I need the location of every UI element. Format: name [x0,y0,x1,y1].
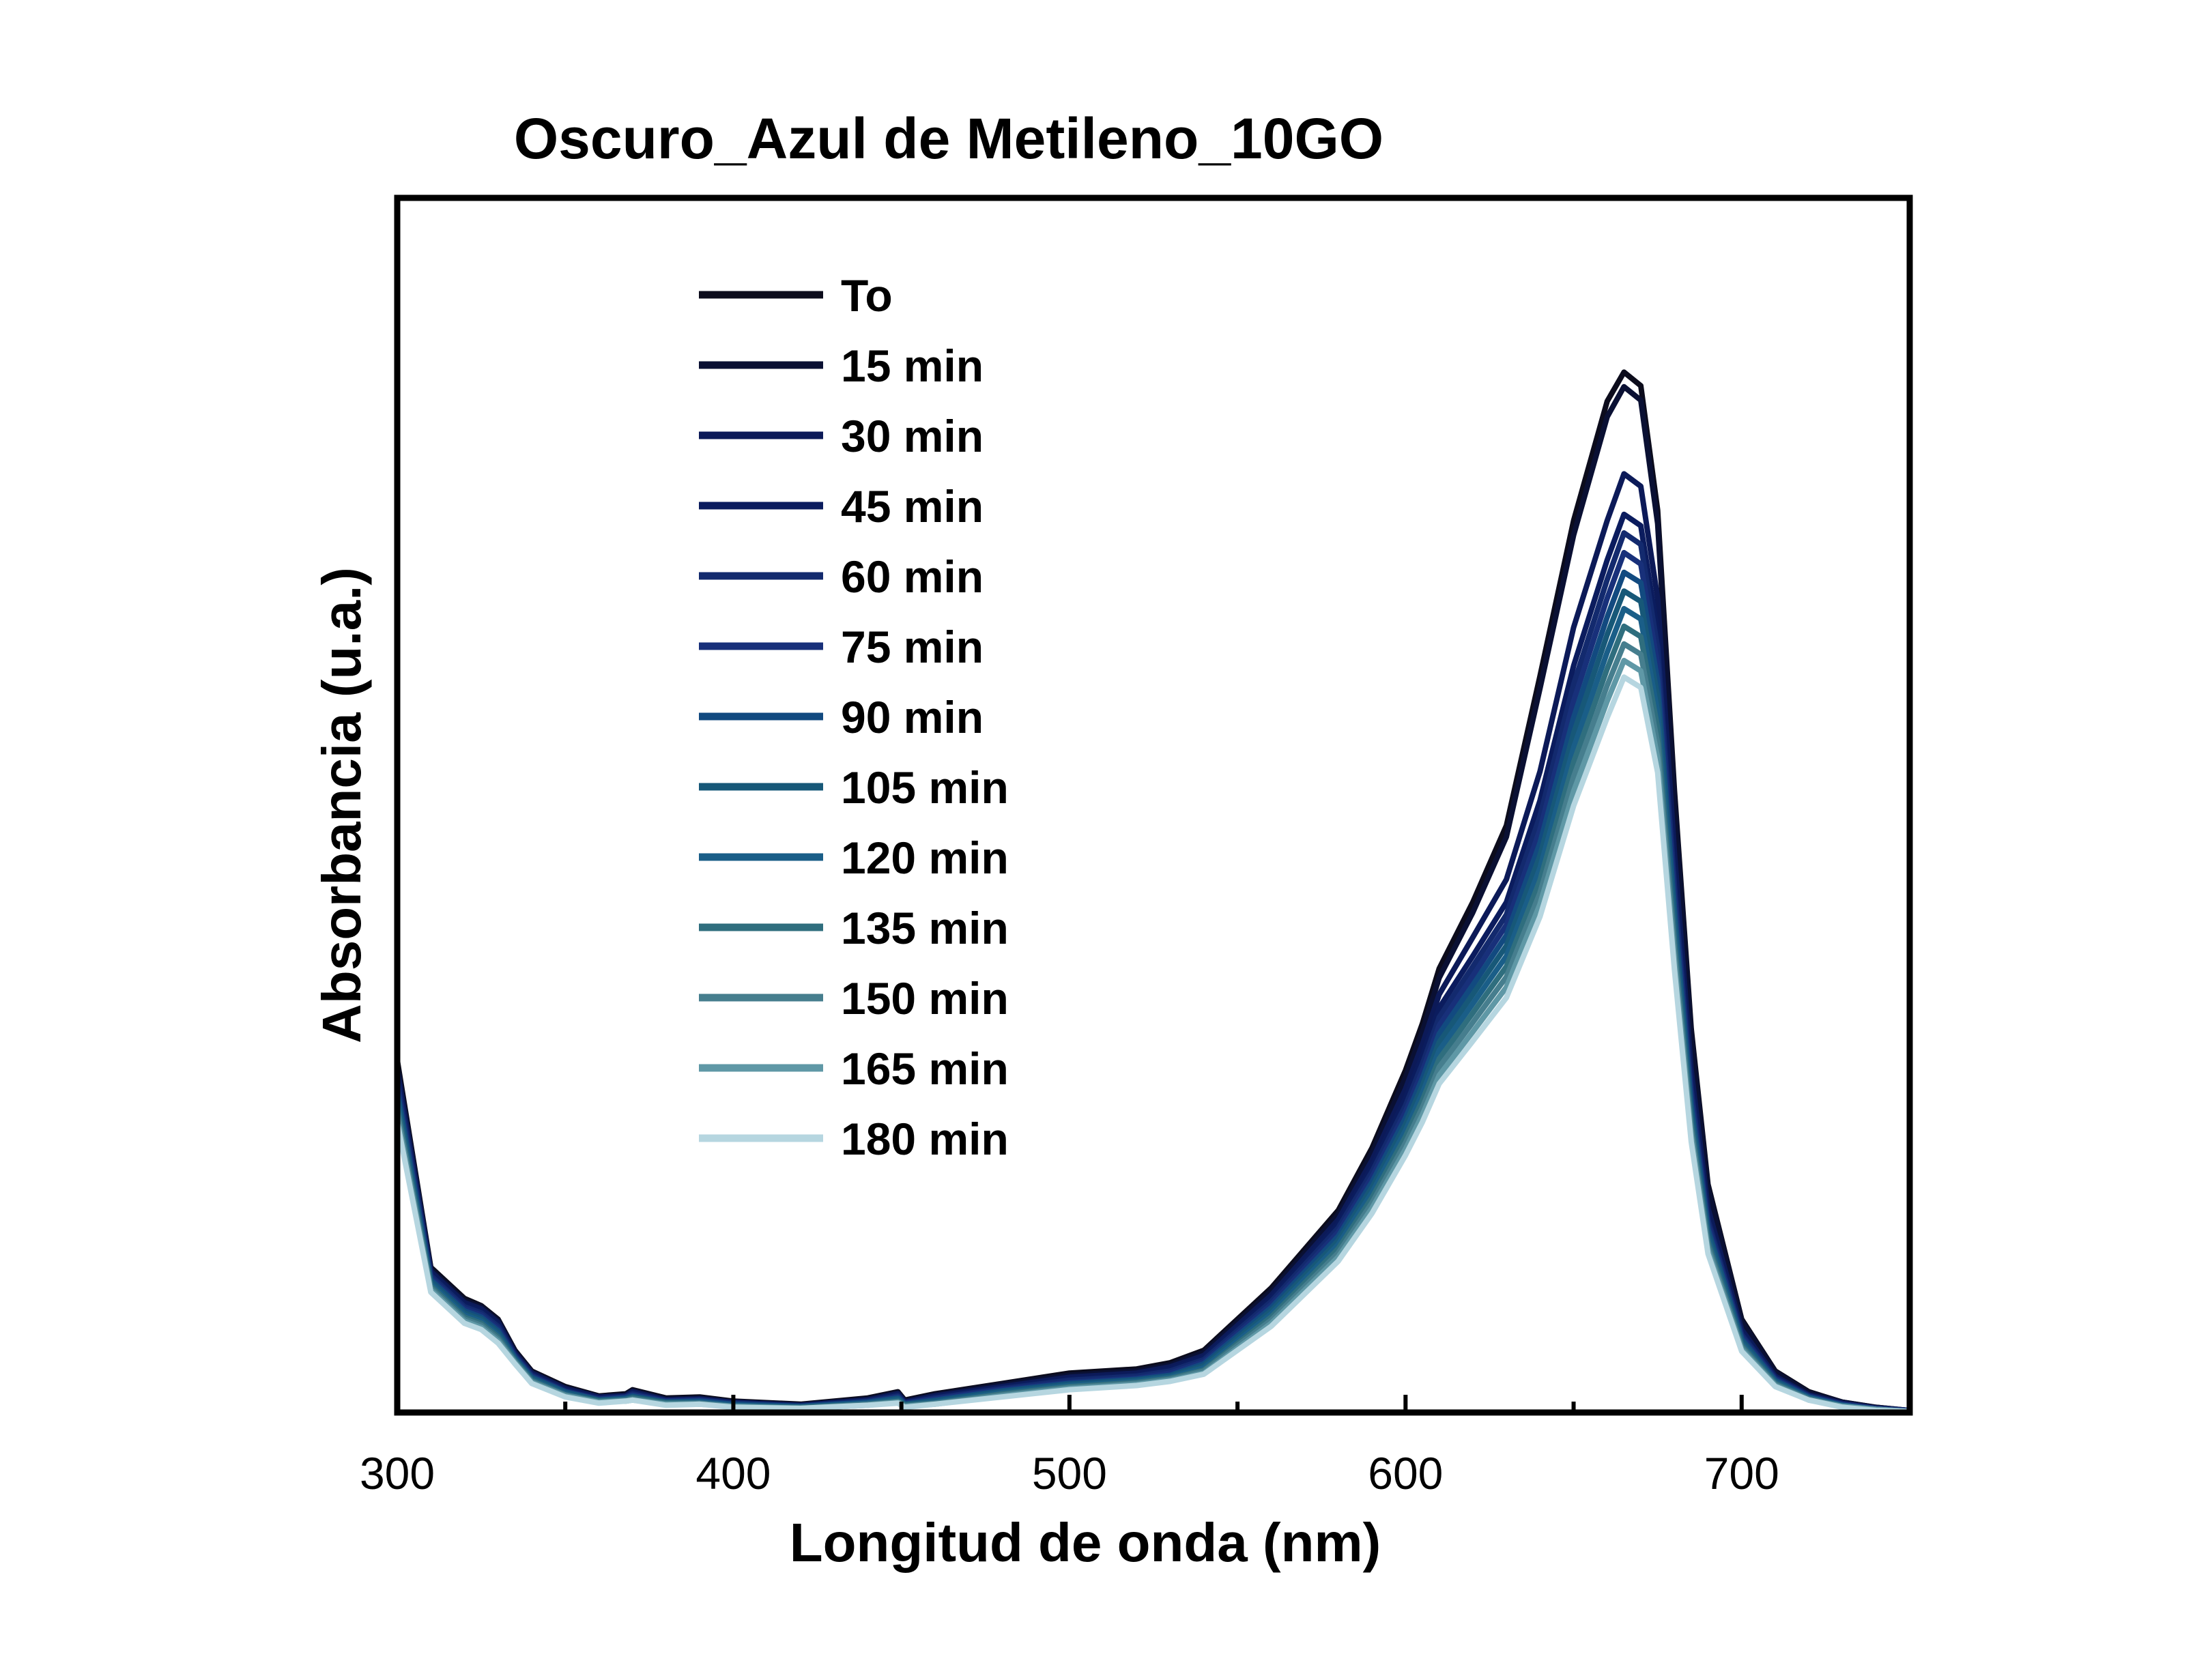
legend-label: 75 min [841,622,984,672]
x-tick-label: 600 [1368,1448,1443,1498]
plot-lines [394,369,1910,1415]
legend-label: 165 min [841,1043,1009,1094]
x-tick-label: 500 [1032,1448,1107,1498]
chart-title: Oscuro_Azul de Metileno_10GO [514,106,1383,171]
plot-frame [394,194,1913,1416]
legend-label: 180 min [841,1114,1009,1164]
legend-label: 90 min [841,692,984,742]
legend-label: 135 min [841,903,1009,953]
legend: To 15 min 30 min 45 min 60 min 75 min 90 min 10… [699,270,1009,1164]
legend-label: 45 min [841,481,984,532]
series-line-12 [394,674,1910,1415]
y-axis-label: Absorbancia (u.a.) [311,567,372,1043]
series-line-2 [394,471,1910,1413]
legend-label: 30 min [841,411,984,461]
legend-label: 60 min [841,551,984,602]
x-tick-label: 400 [695,1448,771,1498]
x-axis-ticks: 300 400 500 600 700 [360,1395,1912,1498]
legend-label: 120 min [841,832,1009,883]
x-axis-label: Longitud de onda (nm) [790,1512,1381,1573]
legend-label: 105 min [841,762,1009,813]
legend-label: 15 min [841,341,984,391]
x-tick-label: 300 [360,1448,435,1498]
legend-label: 150 min [841,973,1009,1024]
series-line-1 [394,383,1910,1413]
legend-label: To [841,270,893,321]
x-tick-label: 700 [1704,1448,1779,1498]
